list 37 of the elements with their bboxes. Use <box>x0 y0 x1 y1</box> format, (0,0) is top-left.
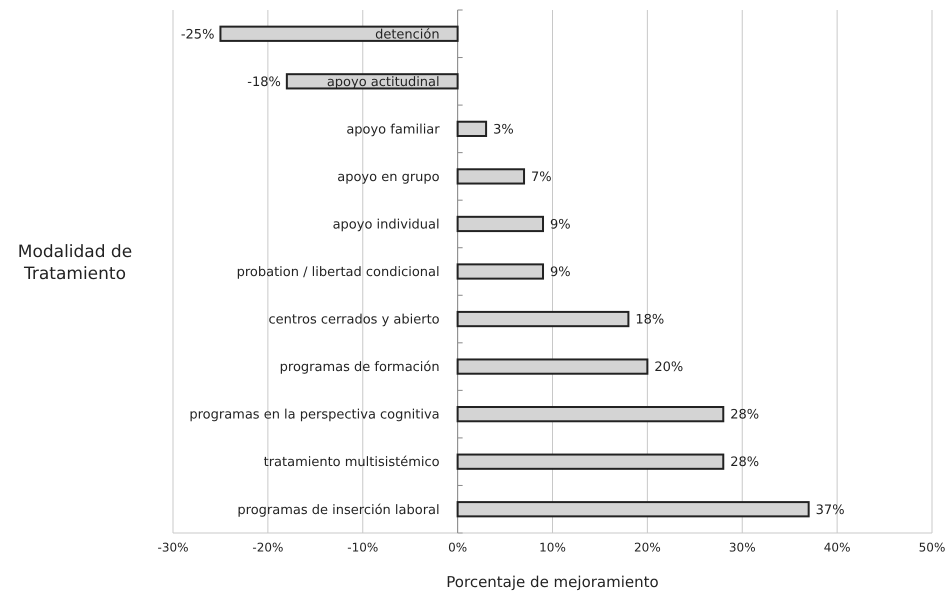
y-tick-label: programas de formación <box>280 360 440 376</box>
data-label: -25% <box>180 27 214 42</box>
x-tick-label: -30% <box>157 540 189 555</box>
x-tick-label: 20% <box>634 540 661 555</box>
x-tick-label: 30% <box>728 540 756 555</box>
y-tick-label: apoyo individual <box>332 218 440 233</box>
bar <box>456 216 544 232</box>
bar <box>456 263 544 280</box>
data-label: 37% <box>816 502 845 518</box>
y-tick-label: apoyo en grupo <box>337 170 440 185</box>
x-tick-label: 50% <box>918 540 946 555</box>
data-label: 3% <box>493 122 514 138</box>
y-tick-label: apoyo actitudinal <box>326 74 440 90</box>
x-tick-label: 10% <box>539 540 566 555</box>
y-axis-title: Modalidad de Tratamiento <box>18 242 132 284</box>
data-label: 9% <box>550 218 571 233</box>
x-tick-label: -10% <box>347 540 378 555</box>
bar <box>456 168 526 185</box>
data-label: -18% <box>247 74 281 90</box>
y-tick-label: detención <box>375 27 440 42</box>
data-label: 28% <box>730 455 760 470</box>
data-label: 9% <box>550 265 571 280</box>
data-label: 28% <box>730 408 760 423</box>
y-tick-label: programas de inserción laboral <box>237 502 440 518</box>
data-label: 18% <box>635 312 664 328</box>
y-tick-label: programas en la perspectiva cognitiva <box>189 408 440 423</box>
x-tick-label: 40% <box>824 540 850 555</box>
y-tick-label: probation / libertad condicional <box>236 265 440 280</box>
data-label: 7% <box>531 170 552 185</box>
x-axis-title: Porcentaje de mejoramiento <box>446 573 659 591</box>
y-tick-label: apoyo familiar <box>346 122 440 138</box>
data-label: 20% <box>654 360 684 376</box>
x-tick-label: -20% <box>252 540 284 555</box>
x-tick-label: 0% <box>448 540 468 555</box>
y-tick-label: tratamiento multisistémico <box>264 455 440 470</box>
y-tick-label: centros cerrados y abierto <box>268 312 440 328</box>
bar <box>456 120 488 137</box>
